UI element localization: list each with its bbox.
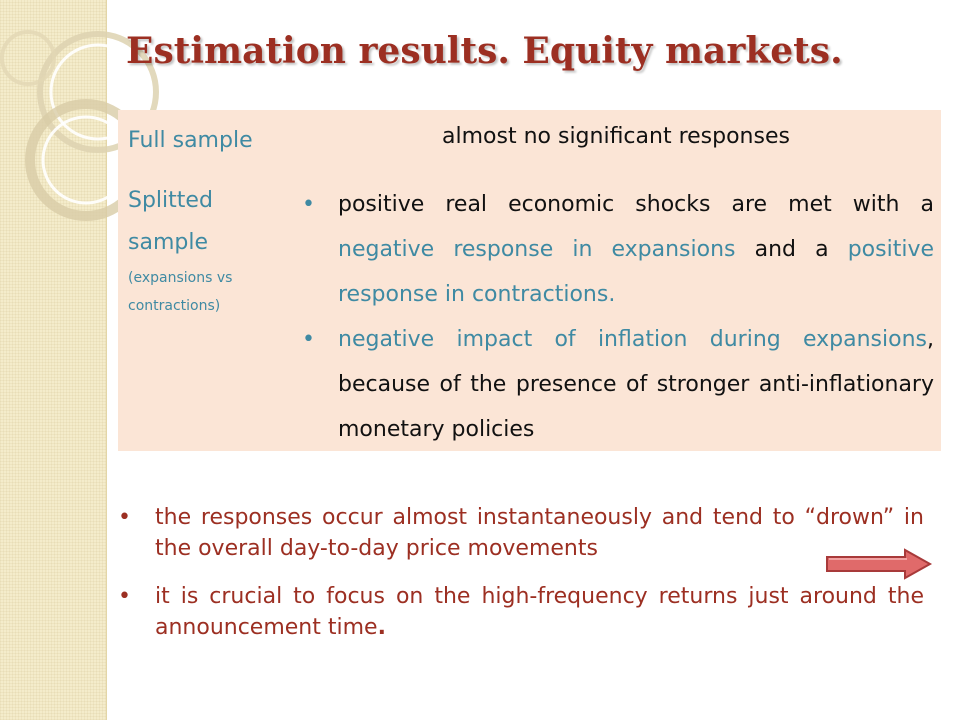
bullet-icon: • [118,584,131,609]
slide-title: Estimation results. Equity markets. [126,30,843,72]
right-arrow-icon [826,548,933,580]
finding-inflation: • negative impact of inflation during ex… [294,317,934,452]
conclusion-text-2: it is crucial to focus on the high-frequ… [155,584,924,640]
bullet-icon: • [302,192,315,217]
finding-real-shocks: • positive real economic shocks are met … [294,182,934,317]
results-table: Full sample almost no significant respon… [118,110,941,451]
splitted-sample-label: Splitted sample (expansions vs contracti… [128,180,268,320]
bullet-icon: • [118,505,131,530]
splitted-label-line1: Splitted [128,188,213,213]
splitted-label-line3: (expansions vs [128,270,233,286]
bullet-icon: • [302,327,315,352]
conclusion-text-2-end: . [377,615,386,640]
finding2-part1: negative impact of inflation during expa… [338,327,927,352]
conclusion-text-1: the responses occur almost instantaneous… [155,505,924,561]
splitted-sample-findings: • positive real economic shocks are met … [294,182,934,452]
splitted-label-line2: sample [128,230,208,255]
conclusion-item-1: • the responses occur almost instantaneo… [118,502,924,564]
finding1-part2: negative response in expansions [338,237,736,262]
conclusion-bullets: • the responses occur almost instantaneo… [118,502,924,660]
finding2-part2: , because of the presence of stronger an… [338,327,934,442]
full-sample-label: Full sample [128,128,253,153]
conclusion-item-2: • it is crucial to focus on the high-fre… [118,581,924,643]
finding1-part3: and a [754,237,829,262]
splitted-label-line4: contractions) [128,298,221,314]
full-sample-value: almost no significant responses [442,124,790,149]
finding1-part1: positive real economic shocks are met wi… [338,192,934,217]
finding1-part4: positive response in contractions. [338,237,934,307]
